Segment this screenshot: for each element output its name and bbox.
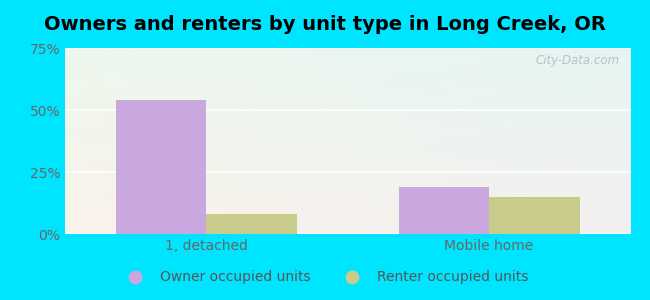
Legend: Owner occupied units, Renter occupied units: Owner occupied units, Renter occupied un… xyxy=(116,265,534,290)
Text: Owners and renters by unit type in Long Creek, OR: Owners and renters by unit type in Long … xyxy=(44,15,606,34)
Bar xyxy=(116,100,207,234)
Text: City-Data.com: City-Data.com xyxy=(535,54,619,67)
Bar xyxy=(207,214,297,234)
Bar xyxy=(398,187,489,234)
Bar xyxy=(489,197,580,234)
